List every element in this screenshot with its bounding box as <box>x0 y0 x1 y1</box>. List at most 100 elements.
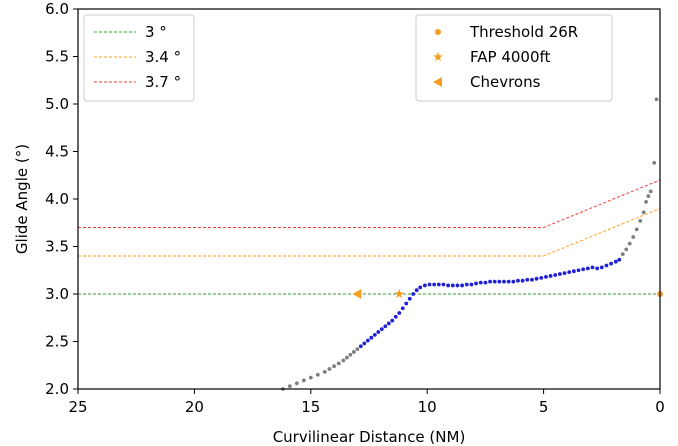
data-point-s2-8 <box>646 194 651 199</box>
data-point-s1-28 <box>469 282 474 287</box>
data-point-s1-0 <box>358 344 363 349</box>
data-point-s1-37 <box>511 279 516 284</box>
data-point-s1-38 <box>516 278 520 283</box>
data-point-s1-49 <box>567 270 572 275</box>
data-point-s1-55 <box>595 266 600 271</box>
data-point-s1-18 <box>422 283 427 288</box>
y-tick-label: 4.0 <box>45 190 69 208</box>
data-point-s1-40 <box>525 277 530 282</box>
data-point-s1-57 <box>604 263 609 268</box>
data-point-s1-25 <box>455 283 460 288</box>
data-points <box>280 97 659 391</box>
data-point-s0-8 <box>332 364 336 369</box>
data-point-s1-10 <box>393 314 398 319</box>
data-point-s1-35 <box>502 279 506 284</box>
data-point-s1-60 <box>617 257 622 262</box>
x-tick-label: 5 <box>539 398 549 416</box>
data-point-s1-45 <box>548 274 553 278</box>
data-point-s1-48 <box>562 271 567 275</box>
data-point-s1-5 <box>376 330 381 334</box>
data-point-s2-9 <box>648 189 653 194</box>
legend-label: Threshold 26R <box>469 23 578 41</box>
data-point-s1-44 <box>544 275 548 279</box>
legend-marker-triangle-left <box>433 77 442 87</box>
data-point-s1-33 <box>492 279 497 284</box>
y-tick-label: 3.5 <box>45 238 69 256</box>
data-point-s1-16 <box>414 288 419 293</box>
data-point-s1-23 <box>446 283 451 288</box>
x-axis-label: Curvilinear Distance (NM) <box>273 428 466 446</box>
data-point-s0-6 <box>322 370 327 374</box>
data-point-s0-10 <box>341 358 346 363</box>
y-tick-label: 3.0 <box>45 285 69 303</box>
data-point-s1-52 <box>581 267 586 272</box>
x-tick-label: 10 <box>418 398 437 416</box>
data-point-s2-6 <box>641 210 646 215</box>
data-point-s1-59 <box>613 259 618 264</box>
marker-triangle-left <box>352 289 362 299</box>
data-point-s1-43 <box>539 275 544 280</box>
data-point-s1-17 <box>418 285 423 290</box>
x-tick-label: 15 <box>301 398 320 416</box>
data-point-s1-2 <box>365 338 370 343</box>
data-point-s1-26 <box>460 283 465 288</box>
data-point-s0-4 <box>308 375 313 380</box>
data-point-s1-21 <box>436 282 441 287</box>
x-axis-ticks: 25 20 15 10 5 0 <box>68 389 665 416</box>
data-point-s1-31 <box>483 280 488 285</box>
data-point-s1-4 <box>372 332 377 337</box>
reference-line-2 <box>78 179 661 228</box>
data-point-s2-10 <box>652 161 657 165</box>
data-point-s1-14 <box>407 296 412 301</box>
data-point-s1-42 <box>534 276 539 281</box>
data-point-s1-9 <box>390 318 395 323</box>
data-point-s0-5 <box>315 372 320 377</box>
data-point-s1-41 <box>530 277 534 282</box>
data-point-s1-50 <box>571 269 576 274</box>
data-point-s0-13 <box>351 350 356 354</box>
legend-reference-lines: 3 ° 3.4 ° 3.7 ° <box>83 14 195 102</box>
legend-label: 3.4 ° <box>145 48 181 66</box>
y-tick-label: 5.0 <box>45 95 69 113</box>
y-axis-ticks: 2.0 2.5 3.0 3.5 4.0 4.5 5.0 5.5 6.0 <box>45 0 78 398</box>
data-point-s1-6 <box>379 327 384 332</box>
data-point-s0-11 <box>344 355 349 360</box>
data-point-s1-51 <box>576 268 581 273</box>
data-point-s1-22 <box>441 282 446 287</box>
data-point-s2-7 <box>644 199 648 204</box>
data-point-s2-2 <box>627 241 632 246</box>
data-point-s1-13 <box>404 301 409 306</box>
data-point-s2-11 <box>654 97 659 102</box>
legend-box <box>83 14 195 102</box>
data-point-s1-32 <box>488 279 492 284</box>
legend-label: FAP 4000ft <box>470 48 551 66</box>
data-point-s0-3 <box>301 378 306 383</box>
data-point-s1-11 <box>397 311 402 315</box>
legend-marker-star <box>433 52 443 62</box>
data-point-s1-1 <box>362 341 367 346</box>
marker-star <box>394 289 405 299</box>
data-point-s2-5 <box>638 218 643 223</box>
data-point-s1-56 <box>599 265 604 270</box>
data-point-s0-7 <box>327 367 332 371</box>
legend-label: Chevrons <box>470 73 541 91</box>
markers <box>352 289 663 299</box>
x-tick-label: 20 <box>185 398 204 416</box>
y-tick-label: 2.0 <box>45 380 69 398</box>
data-point-s1-36 <box>506 279 511 284</box>
legend-label: 3.7 ° <box>145 73 181 91</box>
y-tick-label: 6.0 <box>45 0 69 18</box>
data-point-s1-58 <box>609 261 614 266</box>
data-point-s1-24 <box>450 283 455 288</box>
data-point-s1-7 <box>383 324 388 329</box>
data-point-s1-53 <box>585 266 590 271</box>
legend-marker-circle <box>435 29 441 35</box>
y-tick-label: 5.5 <box>45 48 69 66</box>
data-point-s0-1 <box>287 384 292 389</box>
data-point-s1-39 <box>520 278 525 283</box>
y-axis-label: Glide Angle (°) <box>13 144 31 254</box>
data-point-s0-2 <box>294 381 299 386</box>
legend-markers: Threshold 26R FAP 4000ft Chevrons <box>415 14 613 102</box>
reference-line-1 <box>78 208 661 257</box>
